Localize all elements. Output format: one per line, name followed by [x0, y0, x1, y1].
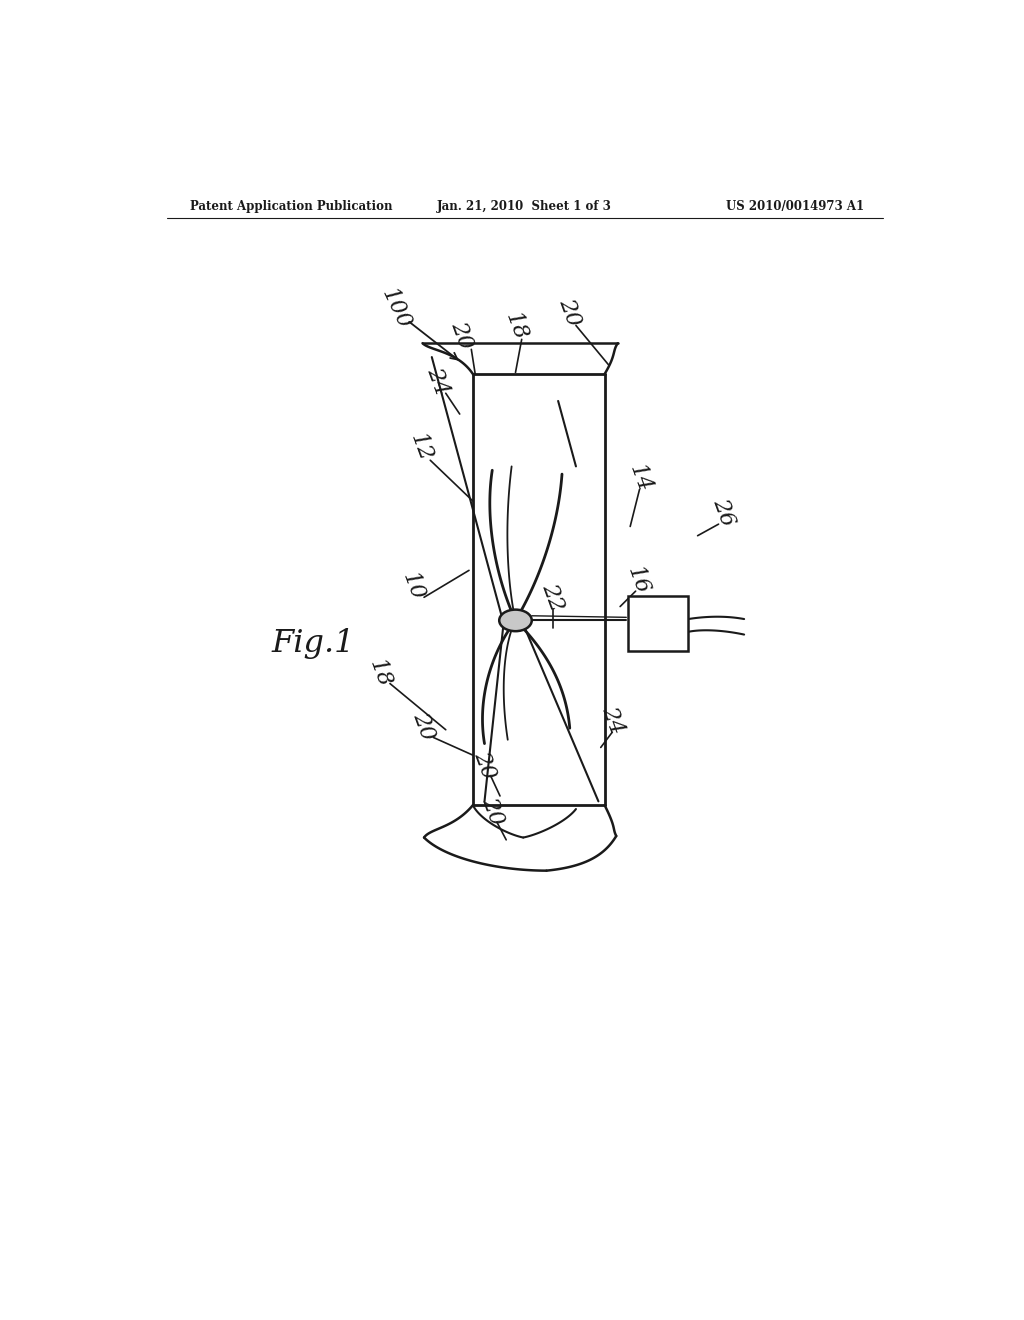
Text: 22: 22: [538, 581, 568, 614]
Text: 20: 20: [555, 296, 585, 330]
Text: 26: 26: [708, 495, 738, 529]
Text: 18: 18: [501, 309, 530, 343]
Text: 20: 20: [409, 710, 439, 743]
Text: Fig.1: Fig.1: [271, 628, 355, 659]
Text: 20: 20: [446, 318, 476, 352]
Bar: [628, 595, 688, 651]
Text: US 2010/0014973 A1: US 2010/0014973 A1: [726, 199, 864, 213]
Text: Jan. 21, 2010  Sheet 1 of 3: Jan. 21, 2010 Sheet 1 of 3: [437, 199, 612, 213]
Text: 24: 24: [597, 704, 628, 738]
Text: 20: 20: [477, 795, 508, 829]
Ellipse shape: [500, 610, 531, 631]
Text: 10: 10: [398, 569, 428, 603]
Text: 20: 20: [469, 748, 500, 783]
Text: 16: 16: [623, 564, 653, 598]
Text: 100: 100: [377, 285, 415, 333]
Text: 12: 12: [406, 430, 436, 465]
Text: 24: 24: [423, 364, 454, 399]
Text: 18: 18: [365, 656, 395, 690]
Text: 14: 14: [625, 461, 654, 495]
Text: Patent Application Publication: Patent Application Publication: [190, 199, 392, 213]
